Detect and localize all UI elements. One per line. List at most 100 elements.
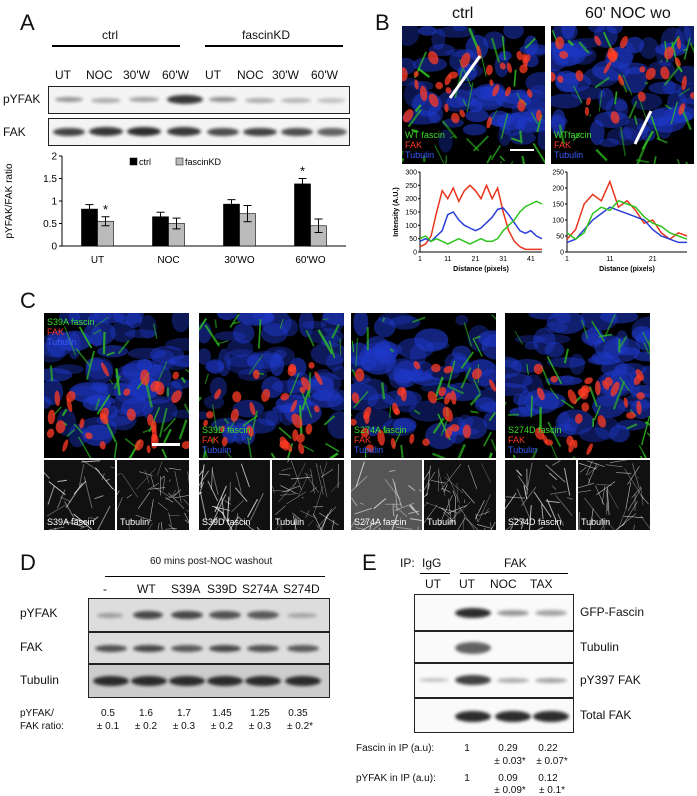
channel-label: WTfascin bbox=[554, 130, 592, 140]
fak-signal bbox=[280, 393, 290, 401]
fak-signal bbox=[504, 86, 512, 97]
fak-signal bbox=[292, 429, 299, 442]
fascin-signal bbox=[113, 442, 118, 458]
tubulin-filament bbox=[587, 465, 599, 476]
tubulin-signal bbox=[569, 353, 585, 375]
tubulin-filament bbox=[320, 468, 334, 478]
tubulin-filament bbox=[184, 512, 189, 523]
legend-swatch bbox=[129, 157, 138, 166]
fascin-signal bbox=[519, 130, 523, 144]
fak-signal bbox=[428, 93, 439, 108]
tubulin-filament bbox=[589, 508, 594, 530]
fascin-signal bbox=[622, 74, 633, 96]
fascin-signal bbox=[323, 415, 336, 426]
micrograph-ctrl-fascin-fak-tubulin: WT fascin FAK Tubulin bbox=[402, 26, 545, 164]
tubulin-filament bbox=[168, 467, 181, 471]
fascin-filament bbox=[81, 460, 101, 463]
bar bbox=[81, 208, 98, 247]
ratio-value: 1.6 bbox=[139, 708, 153, 719]
blot-label-tubulin: Tubulin bbox=[20, 673, 59, 687]
tubulin-signal bbox=[563, 418, 579, 432]
fascin-filament bbox=[516, 469, 523, 477]
fascin-signal bbox=[61, 408, 68, 417]
fascin-filament bbox=[226, 496, 230, 523]
tubulin-filament bbox=[443, 484, 448, 493]
fascin-signal bbox=[612, 380, 626, 410]
fascin-signal bbox=[644, 81, 649, 85]
fascin-signal bbox=[278, 426, 292, 439]
tubulin-signal bbox=[438, 129, 453, 153]
fascin-filament bbox=[247, 498, 258, 518]
fascin-signal bbox=[351, 340, 355, 353]
fak-signal bbox=[360, 427, 370, 438]
tubulin-signal bbox=[307, 391, 344, 408]
fascin-filament bbox=[46, 504, 66, 517]
tubulin-signal bbox=[360, 342, 398, 366]
micrograph-s39d: S39D fascin FAK Tubulin bbox=[199, 313, 344, 458]
fascin-signal bbox=[417, 67, 431, 78]
fak-signal bbox=[485, 64, 493, 76]
fak-signal bbox=[603, 61, 612, 74]
fascin-filament bbox=[105, 478, 110, 482]
tubulin-signal bbox=[684, 26, 694, 45]
tubulin-filament bbox=[126, 494, 133, 499]
y-tick-label: 0.5 bbox=[43, 219, 57, 230]
tubulin-signal bbox=[209, 376, 227, 399]
fascin-signal bbox=[547, 421, 562, 448]
blot-label-gfp-fascin: GFP-Fascin bbox=[580, 605, 645, 619]
tubulin-signal bbox=[402, 26, 420, 46]
group-label-ctrl: ctrl bbox=[102, 28, 118, 42]
tubulin-filament bbox=[424, 504, 438, 524]
fak-signal bbox=[172, 371, 179, 380]
fascin-filament bbox=[57, 479, 68, 483]
blot-label-pyfak: pYFAK bbox=[3, 92, 41, 106]
fascin-filament bbox=[355, 527, 366, 530]
tubulin-signal bbox=[310, 342, 344, 366]
fascin-signal bbox=[211, 437, 214, 444]
tubulin-filament bbox=[117, 490, 120, 496]
lane-label: S274A bbox=[242, 582, 279, 596]
fascin-filament bbox=[418, 488, 422, 493]
fascin-signal bbox=[204, 373, 209, 384]
fak-signal bbox=[203, 419, 209, 427]
tubulin-signal bbox=[272, 404, 296, 414]
channel-label: Tubulin bbox=[354, 445, 384, 455]
ratio-error: ± 0.2* bbox=[286, 721, 314, 732]
tubulin-filament bbox=[578, 483, 595, 489]
fascin-signal bbox=[389, 348, 395, 353]
tubulin-signal bbox=[366, 426, 380, 437]
tubulin-filament bbox=[477, 494, 491, 523]
tubulin-filament bbox=[617, 510, 626, 530]
fascin-filament bbox=[234, 487, 248, 502]
fascin-signal bbox=[491, 314, 496, 320]
fak-signal bbox=[633, 374, 642, 386]
micrograph-noc-fascin-fak-tubulin: WTfascin FAK Tubulin bbox=[551, 26, 694, 164]
fascin-filament bbox=[533, 491, 552, 518]
tubulin-filament bbox=[640, 515, 650, 529]
fascin-filament bbox=[396, 526, 413, 530]
blot-e-gfp-fascin bbox=[414, 594, 574, 631]
channel-label: S39A fascin bbox=[47, 317, 95, 327]
y-tick-label: 1.5 bbox=[43, 174, 57, 185]
panel-b-title-noc: 60' NOC wo bbox=[585, 5, 671, 22]
tubulin-signal bbox=[474, 397, 496, 413]
fascin-signal bbox=[650, 115, 661, 141]
channel-label: FAK bbox=[508, 435, 526, 445]
fascin-signal bbox=[663, 66, 680, 86]
fak-signal bbox=[584, 377, 593, 385]
tubulin-filament bbox=[489, 522, 493, 530]
fascin-filament bbox=[354, 507, 372, 515]
fascin-filament bbox=[391, 514, 398, 530]
fak-signal bbox=[445, 87, 452, 94]
tubulin-filament bbox=[174, 471, 182, 503]
y-tick-label: 0 bbox=[560, 250, 564, 257]
fascin-filament bbox=[384, 478, 401, 500]
tubulin-filament bbox=[155, 487, 172, 499]
blot-d-fak bbox=[88, 632, 330, 664]
fascin-filament bbox=[563, 467, 571, 496]
fascin-signal bbox=[460, 367, 472, 389]
tubulin-filament bbox=[137, 492, 151, 509]
fascin-signal bbox=[530, 112, 539, 125]
channel-label: S274A fascin bbox=[354, 425, 407, 435]
blot-label-total-fak: Total FAK bbox=[580, 708, 632, 722]
